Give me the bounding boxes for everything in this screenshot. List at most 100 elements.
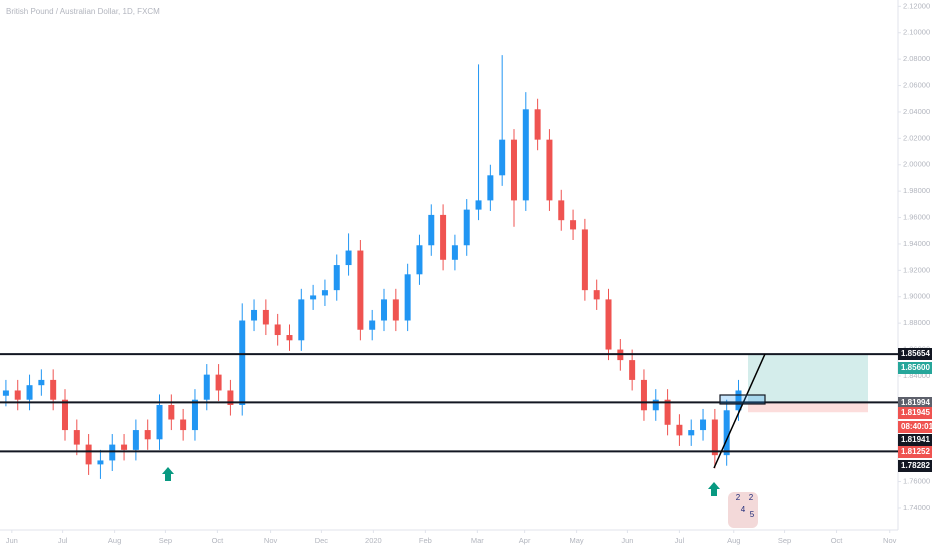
candle-body [14,390,21,400]
candle-body [688,430,695,436]
candle-body [50,379,57,400]
stop-zone [748,402,868,413]
candle-body [499,139,506,176]
candle-body [570,220,577,230]
y-tick-label: 1.84000 [903,371,930,380]
y-tick-label: 2.00000 [903,160,930,169]
candle-body [26,385,33,400]
candle-body [61,399,68,431]
candle-body [475,200,482,210]
y-tick-label: 2.02000 [903,133,930,142]
candle-body [121,444,128,450]
up-arrow [708,482,720,496]
x-tick-label: Nov [883,536,897,545]
x-tick-label: Oct [831,536,844,545]
candle-body [640,379,647,411]
x-tick-label: Aug [727,536,740,545]
candle-body [700,419,707,431]
candle-body [487,175,494,201]
x-tick-label: Apr [519,536,531,545]
y-tick-label: 1.94000 [903,239,930,248]
x-tick-label: Dec [315,536,329,545]
candle-body [711,419,718,456]
price-label: 1.81252 [901,447,930,456]
candle-body [227,390,234,405]
badge-digit: 4 [741,505,746,514]
candle-body [546,139,553,201]
countdown: 08:40:01 [901,422,932,431]
x-tick-label: Sep [159,536,172,545]
candle-body [85,444,92,465]
candle-body [381,299,388,321]
candle-body [215,374,222,391]
candle-body [97,460,104,465]
y-tick-label: 1.74000 [903,503,930,512]
candle-body [38,379,45,386]
x-tick-label: Oct [212,536,225,545]
price-label: 1.78282 [901,461,930,470]
candle-body [510,139,517,201]
candle-body [558,200,565,221]
candle-body [369,320,376,330]
candle-body [262,309,269,325]
candle-body [203,374,210,400]
x-tick-label: 2020 [365,536,382,545]
price-label-bg [898,397,932,409]
candle-body [440,214,447,260]
y-tick-label: 2.08000 [903,54,930,63]
y-tick-label: 1.98000 [903,186,930,195]
highlight-box [719,394,766,405]
price-label-bg [898,348,932,360]
price-label-bg [898,446,932,458]
x-tick-label: May [570,536,584,545]
x-tick-label: Feb [419,536,432,545]
x-tick-label: Mar [471,536,484,545]
candle-body [286,335,293,341]
price-label-bg [898,460,932,472]
up-arrow [162,467,174,481]
candle-body [168,404,175,420]
countdown-bg [898,421,932,433]
badge: 2 245 [728,492,758,528]
y-tick-label: 2.10000 [903,28,930,37]
y-tick-label: 1.76000 [903,477,930,486]
candle-body [664,399,671,425]
candle-body [274,324,281,336]
badge-bg [728,492,758,528]
y-tick-label: 1.92000 [903,265,930,274]
candle-body [310,295,317,300]
y-tick-label: 1.88000 [903,318,930,327]
price-label: 1.85600 [901,363,930,372]
candle-body [581,229,588,291]
candle-body [676,424,683,436]
x-tick-label: Aug [108,536,121,545]
y-tick-label: 1.96000 [903,213,930,222]
candle-body [605,299,612,350]
candle-body [723,410,730,456]
candle-body [251,309,258,321]
price-label-bg [898,362,932,374]
y-tick-label: 1.90000 [903,292,930,301]
price-label: 1.81994 [901,398,930,407]
candle-body [73,430,80,445]
candle-body [298,299,305,341]
x-tick-label: Jul [58,536,68,545]
candle-body [652,399,659,411]
candle-body [404,274,411,321]
target-zone [748,354,868,403]
candle-body [180,419,187,431]
candle-body [463,209,470,246]
candle-body [629,360,636,380]
candle-body [392,299,399,321]
x-tick-label: Jun [621,536,633,545]
candle-body [522,109,529,201]
candle-body [357,250,364,330]
candle-body [416,245,423,275]
candle-body [333,265,340,291]
price-label-bg [898,407,932,419]
y-tick-label: 2.04000 [903,107,930,116]
price-label: 1.81945 [901,408,930,417]
candle-body [451,245,458,260]
